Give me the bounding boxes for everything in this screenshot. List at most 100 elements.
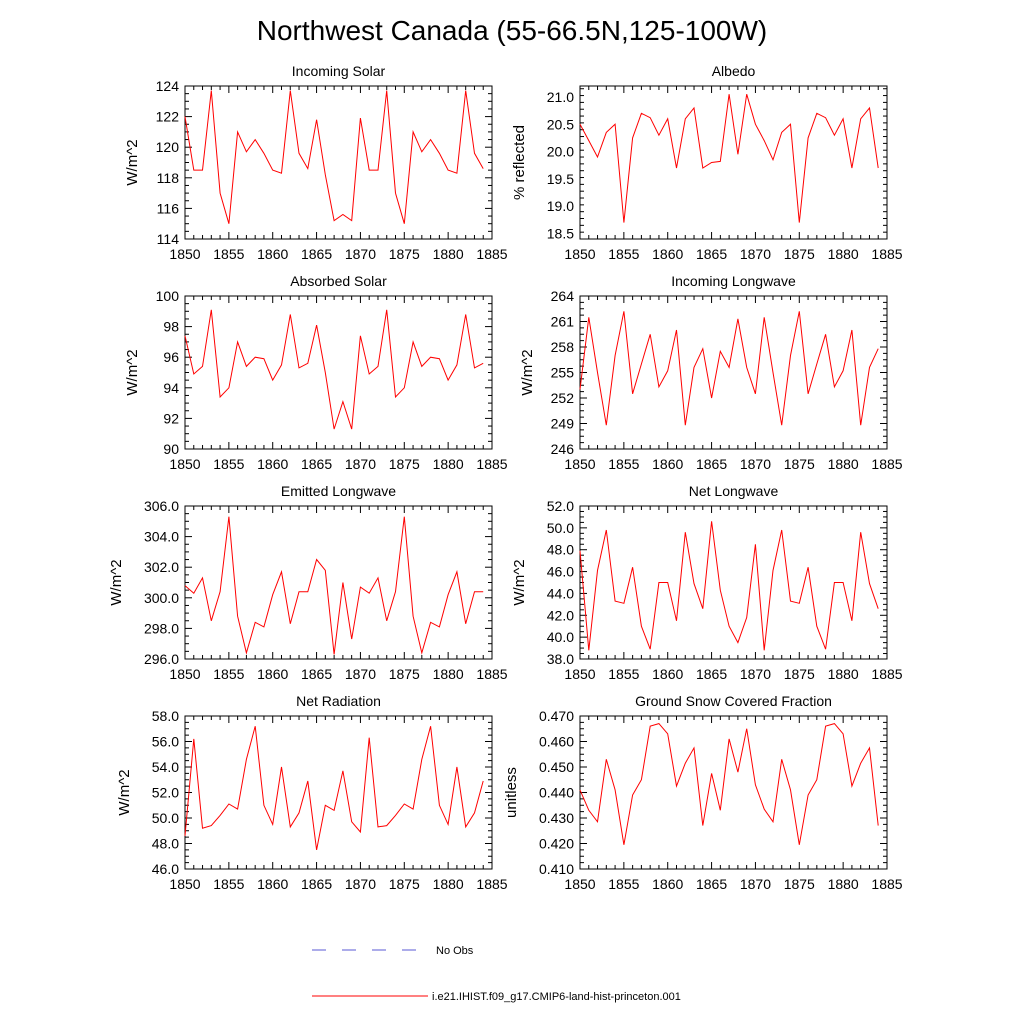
panel-title: Net Radiation bbox=[296, 693, 381, 709]
y-tick-label: 90 bbox=[163, 441, 179, 457]
x-tick-label: 1855 bbox=[608, 246, 639, 262]
x-tick-label: 1865 bbox=[696, 246, 727, 262]
y-axis-label: unitless bbox=[503, 767, 520, 818]
y-tick-label: 94 bbox=[163, 380, 179, 396]
y-tick-label: 252 bbox=[551, 390, 575, 406]
y-tick-label: 114 bbox=[157, 231, 180, 247]
y-tick-label: 298.0 bbox=[144, 620, 179, 636]
y-tick-label: 48.0 bbox=[152, 836, 179, 852]
x-tick-label: 1875 bbox=[784, 456, 815, 472]
series-line bbox=[579, 723, 879, 845]
x-tick-label: 1860 bbox=[652, 456, 683, 472]
y-tick-label: 118 bbox=[157, 170, 180, 186]
panel-title: Net Longwave bbox=[689, 483, 779, 499]
y-tick-label: 302.0 bbox=[144, 559, 179, 575]
y-tick-label: 52.0 bbox=[152, 785, 179, 801]
x-tick-label: 1875 bbox=[389, 456, 420, 472]
x-tick-label: 1885 bbox=[871, 246, 902, 262]
x-tick-label: 1875 bbox=[784, 876, 815, 892]
y-tick-label: 20.5 bbox=[547, 116, 574, 132]
y-tick-label: 100 bbox=[156, 288, 180, 304]
x-tick-label: 1870 bbox=[345, 456, 376, 472]
x-tick-label: 1850 bbox=[564, 456, 595, 472]
x-tick-label: 1875 bbox=[389, 876, 420, 892]
x-tick-label: 1870 bbox=[740, 246, 771, 262]
panel-6: Net Longwave 1850 1855 1860 1865 1870 1875 1880… bbox=[511, 483, 903, 682]
series-line bbox=[579, 311, 879, 426]
plot-frame bbox=[184, 505, 493, 660]
x-tick-label: 1850 bbox=[169, 456, 200, 472]
y-tick-label: 124 bbox=[156, 78, 180, 94]
series-line bbox=[184, 516, 484, 655]
legend-obs-label: No Obs bbox=[436, 945, 474, 957]
x-tick-label: 1850 bbox=[564, 246, 595, 262]
y-tick-label: 304.0 bbox=[144, 529, 179, 545]
x-tick-label: 1870 bbox=[740, 666, 771, 682]
x-tick-label: 1860 bbox=[652, 876, 683, 892]
x-tick-label: 1860 bbox=[257, 456, 288, 472]
panel-4: Incoming Longwave 1850 1855 1860 1865 1870 187… bbox=[519, 273, 903, 472]
y-tick-label: 0.460 bbox=[539, 734, 574, 750]
y-tick-label: 21.0 bbox=[547, 89, 574, 105]
x-tick-label: 1870 bbox=[345, 666, 376, 682]
panel-5: Emitted Longwave 1850 1855 1860 1865 1870 1875… bbox=[108, 483, 508, 682]
plot-frame bbox=[579, 295, 888, 450]
y-axis-label: W/m^2 bbox=[116, 769, 133, 815]
y-tick-label: 46.0 bbox=[547, 564, 574, 580]
y-tick-label: 58.0 bbox=[152, 708, 179, 724]
y-tick-label: 255 bbox=[551, 365, 575, 381]
y-tick-label: 116 bbox=[157, 200, 180, 216]
x-tick-label: 1875 bbox=[389, 246, 420, 262]
y-tick-label: 120 bbox=[156, 139, 180, 155]
x-tick-label: 1880 bbox=[433, 666, 464, 682]
series-line bbox=[579, 521, 879, 651]
x-tick-label: 1865 bbox=[301, 876, 332, 892]
x-tick-label: 1870 bbox=[740, 876, 771, 892]
x-tick-label: 1870 bbox=[345, 876, 376, 892]
y-tick-label: 0.420 bbox=[539, 836, 574, 852]
y-axis-label: W/m^2 bbox=[124, 139, 141, 185]
x-tick-label: 1885 bbox=[476, 246, 507, 262]
x-tick-label: 1850 bbox=[564, 666, 595, 682]
panel-title: Incoming Solar bbox=[292, 63, 386, 79]
x-tick-label: 1885 bbox=[476, 456, 507, 472]
y-tick-label: 50.0 bbox=[152, 810, 179, 826]
x-tick-label: 1870 bbox=[740, 456, 771, 472]
y-tick-label: 42.0 bbox=[547, 607, 574, 623]
x-tick-label: 1865 bbox=[696, 876, 727, 892]
y-tick-label: 306.0 bbox=[144, 498, 179, 514]
x-tick-label: 1850 bbox=[564, 876, 595, 892]
x-tick-label: 1880 bbox=[828, 456, 859, 472]
x-tick-label: 1865 bbox=[301, 666, 332, 682]
y-tick-label: 19.5 bbox=[547, 171, 574, 187]
y-axis-label: W/m^2 bbox=[108, 559, 125, 605]
x-tick-label: 1855 bbox=[608, 456, 639, 472]
panel-title: Ground Snow Covered Fraction bbox=[635, 693, 832, 709]
y-tick-label: 296.0 bbox=[144, 651, 179, 667]
y-tick-label: 38.0 bbox=[547, 651, 574, 667]
y-axis-label: % reflected bbox=[511, 125, 528, 200]
y-tick-label: 92 bbox=[163, 410, 179, 426]
y-tick-label: 54.0 bbox=[152, 759, 179, 775]
panel-title: Emitted Longwave bbox=[281, 483, 396, 499]
x-tick-label: 1860 bbox=[652, 246, 683, 262]
x-tick-label: 1870 bbox=[345, 246, 376, 262]
y-tick-label: 0.440 bbox=[539, 785, 574, 801]
y-tick-label: 44.0 bbox=[547, 585, 574, 601]
y-tick-label: 0.430 bbox=[539, 810, 574, 826]
y-tick-label: 40.0 bbox=[547, 629, 574, 645]
x-tick-label: 1850 bbox=[169, 666, 200, 682]
panel-grid: Incoming Solar 1850 1855 1860 1865 1870 1875 18… bbox=[108, 63, 903, 892]
plot-frame bbox=[184, 295, 493, 450]
y-tick-label: 246 bbox=[551, 441, 575, 457]
y-tick-label: 0.410 bbox=[539, 861, 574, 877]
x-tick-label: 1875 bbox=[389, 666, 420, 682]
x-tick-label: 1855 bbox=[213, 246, 244, 262]
panel-title: Incoming Longwave bbox=[671, 273, 796, 289]
x-tick-label: 1880 bbox=[828, 666, 859, 682]
panel-8: Ground Snow Covered Fraction 1850 1855 1860… bbox=[503, 693, 903, 892]
x-tick-label: 1865 bbox=[696, 666, 727, 682]
plot-frame bbox=[184, 85, 493, 240]
y-tick-label: 18.5 bbox=[547, 226, 574, 242]
